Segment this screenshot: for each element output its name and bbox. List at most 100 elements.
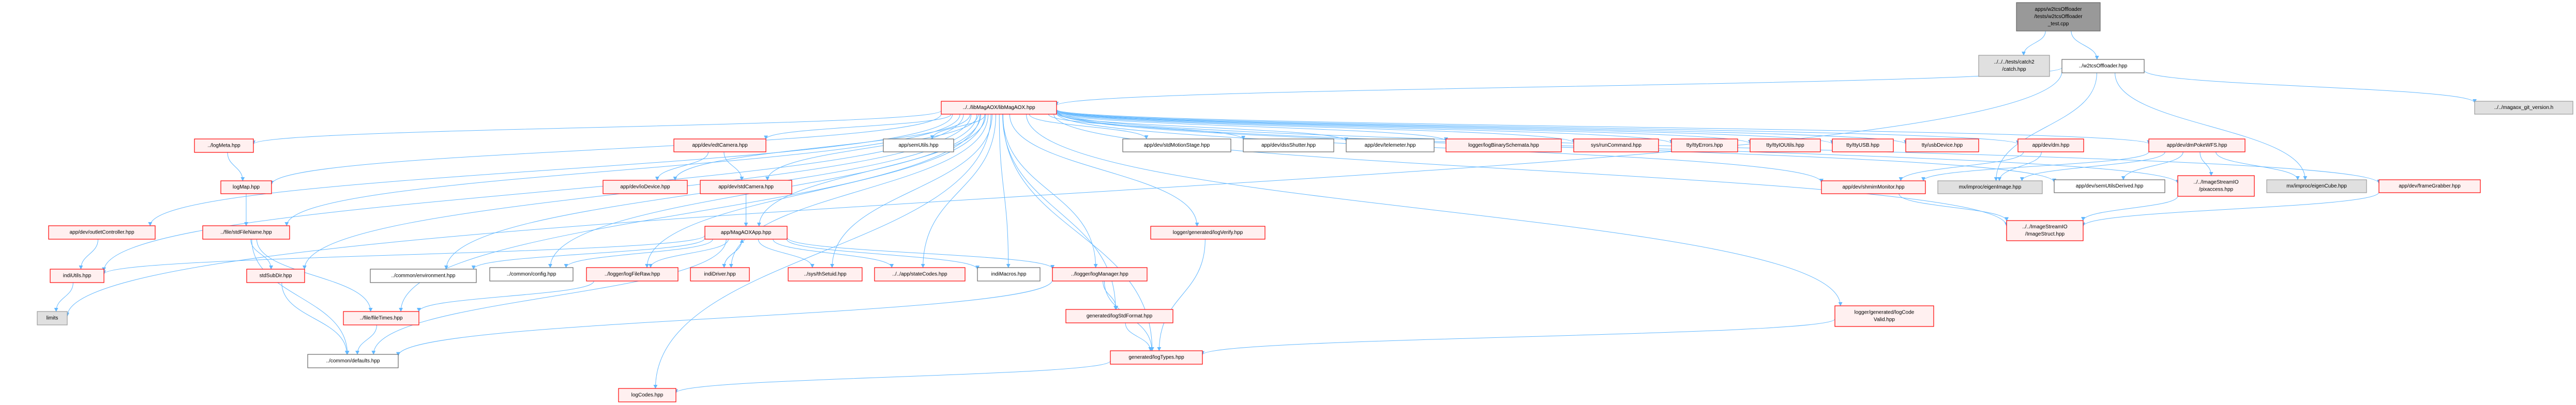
edge-stdfilename-to-defaults (251, 239, 350, 355)
node-box (194, 138, 254, 153)
edge-magaoxapp-to-logmanager (787, 237, 1054, 270)
node-telemeter[interactable]: app/dev/telemeter.hpp (1346, 138, 1435, 152)
edge-outlet-to-indiutils (79, 239, 99, 270)
edge-libmagaox-to-stdfilename (284, 114, 960, 226)
node-box (2061, 59, 2145, 73)
node-logmeta[interactable]: ../logMeta.hpp (194, 138, 254, 153)
node-stdsubdir[interactable]: stdSubDir.hpp (246, 269, 305, 283)
node-label: app/dev/dmPokeWFS.hpp (2167, 143, 2227, 148)
node-label: limits (47, 316, 58, 321)
node-logmap[interactable]: logMap.hpp (220, 180, 272, 194)
node-thsetuid[interactable]: ../sys/thSetuid.hpp (788, 267, 863, 282)
node-label: ../../ImageStreamIO (2193, 180, 2238, 185)
node-label: mx/improc/eigenCube.hpp (2286, 183, 2347, 189)
node-box (1834, 305, 1934, 327)
node-logcodes[interactable]: logCodes.hpp (618, 388, 676, 402)
edge-stdfilename-to-filetimes (256, 239, 373, 312)
node-stdfilename[interactable]: ../file/stdFileName.hpp (202, 225, 290, 240)
edge-filetimes-to-defaults (355, 324, 377, 355)
node-label: app/dev/edtCamera.hpp (692, 143, 748, 148)
node-logfileraw[interactable]: ../logger/logFileRaw.hpp (586, 267, 679, 282)
node-label: stdSubDir.hpp (260, 273, 292, 279)
node-dm[interactable]: app/dev/dm.hpp (2017, 138, 2084, 152)
edge-logtypes-to-logcodes (674, 361, 1111, 394)
node-ttyioutils[interactable]: tty/ttyIOUtils.hpp (1750, 138, 1821, 152)
edge-magaoxapp-to-defaults (371, 239, 727, 355)
edge-libmagaox-to-dmpoke (1056, 109, 2151, 145)
node-label: app/dev/stdCamera.hpp (718, 184, 774, 190)
node-magaoxapp[interactable]: app/MagAOXApp.hpp (704, 226, 788, 240)
node-ttyusb[interactable]: tty/ttyUSB.hpp (1832, 138, 1894, 152)
node-box (48, 225, 156, 240)
node-logverify[interactable]: logger/generated/logVerify.hpp (1150, 226, 1266, 240)
edge-libmagaox-to-ttyioutils (1056, 110, 1752, 145)
node-statecodes[interactable]: ../../app/stateCodes.hpp (874, 267, 966, 282)
node-box (1052, 267, 1148, 282)
node-box (1937, 180, 2043, 194)
node-label: apps/w2tcsOffloader (2035, 7, 2083, 12)
node-pixaccess[interactable]: ../../ImageStreamIO/pixaccess.hpp (2177, 175, 2255, 197)
node-logstdformat[interactable]: generated/logStdFormat.hpp (1065, 309, 1173, 323)
edge-magaoxapp-to-indiutils (102, 235, 705, 275)
node-dmpoke[interactable]: app/dev/dmPokeWFS.hpp (2148, 138, 2246, 152)
edge-libmagaox-to-edtcamera (764, 114, 952, 140)
node-stdcamera[interactable]: app/dev/stdCamera.hpp (700, 180, 792, 194)
edge-dmpoke-to-shmimmonitor (1921, 151, 2149, 181)
edge-root-to-catch (2021, 30, 2046, 56)
edge-libmagaox-to-shmimmonitor (1056, 113, 1824, 183)
node-box (874, 267, 966, 282)
edge-edtcamera-to-stdcamera (724, 151, 744, 181)
node-label: tty/ttyUSB.hpp (1846, 143, 1879, 148)
node-libmagaox[interactable]: ../../libMagAOX/libMagAOX.hpp (941, 101, 1057, 115)
edge-indiutils-to-limits (54, 282, 73, 312)
node-dssshutter[interactable]: app/dev/dssShutter.hpp (1243, 138, 1334, 152)
node-environment[interactable]: ../common/environment.hpp (370, 269, 477, 283)
node-outlet[interactable]: app/dev/outletController.hpp (48, 225, 156, 240)
node-edtcamera[interactable]: app/dev/edtCamera.hpp (673, 138, 766, 152)
edge-logstdformat-to-logtypes (1125, 322, 1153, 351)
node-label: Valid.hpp (1874, 317, 1895, 323)
edge-libmagaox-to-thsetuid (830, 114, 992, 268)
node-config[interactable]: ../common/config.hpp (489, 267, 574, 282)
edge-offloader-to-gitver (2144, 70, 2477, 103)
node-indimacros[interactable]: indiMacros.hpp (977, 267, 1041, 282)
node-indiutils[interactable]: indiUtils.hpp (50, 269, 104, 283)
node-box (977, 267, 1041, 282)
node-box (1573, 138, 1659, 152)
node-box (1110, 350, 1203, 365)
node-imagestruct[interactable]: ../../ImageStreamIO/ImageStruct.hpp (2006, 220, 2084, 241)
node-defaults[interactable]: ../common/defaults.hpp (307, 354, 399, 368)
node-semutils[interactable]: app/semUtils.hpp (883, 138, 954, 152)
node-logmanager[interactable]: ../logger/logManager.hpp (1052, 267, 1148, 282)
node-logtypes[interactable]: generated/logTypes.hpp (1110, 350, 1203, 365)
edge-stdsubdir-to-defaults (281, 282, 349, 355)
node-filetimes[interactable]: ../file/fileTimes.hpp (343, 311, 419, 325)
node-binschemata[interactable]: logger/logBinarySchemata.hpp (1445, 138, 1562, 152)
node-box (246, 269, 305, 283)
node-semutilsderived[interactable]: app/dev/semUtilsDerived.hpp (2054, 179, 2165, 193)
node-box (1832, 138, 1894, 152)
node-framegrabber[interactable]: app/dev/frameGrabber.hpp (2378, 179, 2481, 193)
node-label: ../logger/logManager.hpp (1071, 272, 1128, 277)
node-box (673, 138, 766, 152)
node-label: /catch.hpp (2002, 67, 2026, 72)
node-runcommand[interactable]: sys/runCommand.hpp (1573, 138, 1659, 152)
edge-libmagaox-to-statecodes (921, 114, 997, 268)
node-box (2177, 175, 2255, 197)
node-label: /ImageStruct.hpp (2025, 231, 2065, 237)
edge-libmagaox-to-iodevice (673, 114, 971, 181)
node-offloader[interactable]: ../w2tcsOffloader.hpp (2061, 59, 2145, 73)
node-box (2017, 138, 2084, 152)
node-ttyerrors[interactable]: tty/ttyErrors.hpp (1671, 138, 1738, 152)
node-iodevice[interactable]: app/dev/ioDevice.hpp (602, 180, 688, 194)
edge-edtcamera-to-iodevice (655, 151, 709, 181)
node-shmimmonitor[interactable]: app/dev/shmimMonitor.hpp (1821, 180, 1926, 194)
node-usbdevice[interactable]: tty/usbDevice.hpp (1905, 138, 1979, 152)
node-motionstage[interactable]: app/dev/stdMotionStage.hpp (1122, 138, 1231, 152)
node-label: mx/improc/eigenImage.hpp (1959, 184, 2022, 190)
node-box (1671, 138, 1738, 152)
node-box (1346, 138, 1435, 152)
node-indidriver[interactable]: indiDriver.hpp (690, 267, 750, 282)
edge-libmagaox-to-ttyerrors (1056, 111, 1674, 144)
